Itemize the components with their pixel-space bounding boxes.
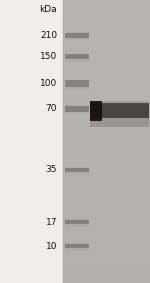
Bar: [63, 0, 150, 283]
Bar: [65, 219, 89, 222]
Bar: [65, 106, 89, 112]
Bar: [65, 248, 89, 251]
Bar: [90, 101, 102, 121]
Bar: [65, 168, 89, 172]
Bar: [65, 111, 89, 114]
Bar: [90, 101, 148, 104]
Bar: [65, 53, 89, 57]
Bar: [65, 80, 89, 87]
Text: 210: 210: [40, 31, 57, 40]
Bar: [65, 80, 89, 83]
Bar: [65, 224, 89, 227]
Bar: [65, 167, 89, 170]
Text: 150: 150: [40, 52, 57, 61]
Text: 100: 100: [40, 79, 57, 88]
Bar: [65, 86, 89, 90]
Bar: [65, 244, 89, 248]
Bar: [90, 118, 148, 127]
Text: 17: 17: [45, 218, 57, 227]
Bar: [65, 171, 89, 174]
Bar: [65, 33, 89, 38]
Bar: [65, 54, 89, 59]
Text: 70: 70: [45, 104, 57, 113]
Bar: [65, 37, 89, 40]
Bar: [65, 106, 89, 109]
Text: 35: 35: [45, 165, 57, 174]
Text: 10: 10: [45, 242, 57, 251]
Bar: [65, 59, 89, 62]
Bar: [0, 0, 63, 283]
Bar: [90, 102, 148, 118]
Bar: [65, 220, 89, 224]
Bar: [65, 32, 89, 35]
Text: kDa: kDa: [39, 5, 57, 14]
Bar: [65, 243, 89, 246]
